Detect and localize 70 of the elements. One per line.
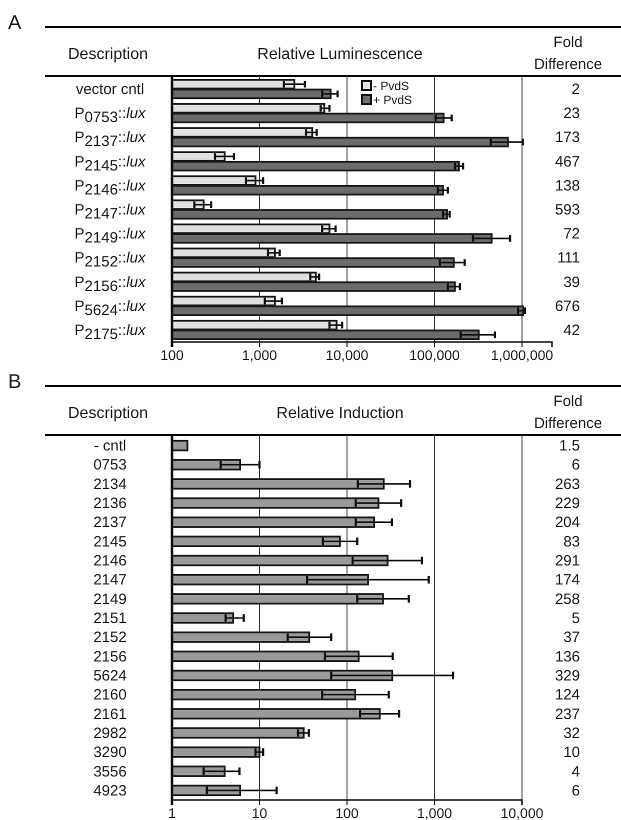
text: 467 — [554, 153, 580, 170]
x-tick-label: 1 — [168, 804, 176, 820]
x-tick-label: 10,000 — [326, 346, 369, 363]
text: 2 — [572, 81, 580, 98]
x-tick-label: 1,000 — [242, 346, 278, 363]
y-axis-title: Description — [68, 46, 148, 63]
data-label: 263 — [554, 476, 580, 493]
y-tick-label: 2982 — [93, 724, 127, 742]
y-tick-label: 2145 — [93, 533, 127, 550]
x-tick-label: 10,000 — [500, 804, 544, 820]
y-tick-label: 0753 — [93, 456, 127, 474]
data-label: 6 — [572, 456, 580, 474]
y-tick-label: 2147 — [93, 572, 127, 589]
y2-axis-title: Fold Difference — [534, 34, 602, 73]
y-tick-label: 3290 — [93, 744, 127, 762]
y-tick-label: 2134 — [93, 476, 127, 493]
data-label: 124 — [554, 686, 580, 704]
x-tick-label: 100,000 — [409, 346, 460, 363]
data-label: 5 — [572, 610, 580, 627]
data-label: 1.5 — [559, 438, 580, 455]
x-tick-label: 1,000 — [416, 804, 452, 820]
y-tick-label: 2156 — [93, 648, 127, 666]
data-label: 6 — [572, 782, 580, 800]
data-label: 258 — [554, 590, 580, 608]
text: 39 — [563, 274, 580, 291]
y-tick-label: 2137 — [93, 514, 127, 532]
data-label: 291 — [554, 552, 580, 570]
text: 593 — [554, 202, 580, 218]
y-tick-label: 2160 — [93, 686, 127, 704]
data-label: 37 — [563, 629, 580, 646]
data-label: 174 — [554, 572, 580, 589]
text: 72 — [563, 226, 580, 243]
x-tick-label: 100 — [335, 804, 359, 820]
y-tick-label: 3556 — [93, 763, 127, 780]
data-label: 10 — [563, 744, 580, 762]
y-tick-label: 5624 — [93, 667, 127, 684]
y-tick-label: 4923 — [93, 782, 127, 800]
y-tick-label: 2151 — [93, 610, 127, 627]
chart-title: B — [8, 371, 22, 393]
data-label: 204 — [554, 514, 580, 532]
y-tick-label: 2152 — [93, 629, 127, 646]
data-label: 229 — [554, 495, 580, 512]
x-axis-title: Relative Luminescence — [257, 46, 423, 63]
data-label: 136 — [554, 648, 580, 666]
text: 42 — [563, 322, 580, 339]
text: 138 — [554, 177, 580, 194]
y-tick-label: 2136 — [93, 495, 127, 512]
data-label: 32 — [563, 724, 580, 742]
data-label: 4 — [572, 763, 580, 780]
legend-label: + PvdS — [373, 93, 412, 107]
text: 173 — [554, 129, 580, 146]
x-tick-label: 100 — [160, 346, 184, 363]
legend-label: - PvdS — [373, 79, 410, 93]
y-tick-label: - cntl — [94, 438, 126, 455]
chart-title: A — [8, 12, 22, 34]
x-tick-label: 10 — [252, 804, 268, 820]
x-tick-label: 1,000,000 — [490, 346, 554, 363]
text: 676 — [554, 298, 580, 315]
data-label: 237 — [554, 706, 580, 723]
y-tick-label: 2161 — [93, 706, 127, 723]
x-axis-title: Relative Induction — [276, 405, 404, 422]
y2-axis-title: Fold Difference — [534, 393, 602, 432]
y-tick-label: vector cntl — [76, 81, 144, 98]
y-tick-label: 2149 — [93, 590, 127, 608]
text: 111 — [557, 250, 580, 267]
y-axis-title: Description — [68, 405, 148, 422]
text: 23 — [563, 105, 580, 122]
data-label: 329 — [554, 667, 580, 684]
data-label: 83 — [563, 533, 580, 550]
y-tick-label: 2146 — [93, 552, 127, 570]
